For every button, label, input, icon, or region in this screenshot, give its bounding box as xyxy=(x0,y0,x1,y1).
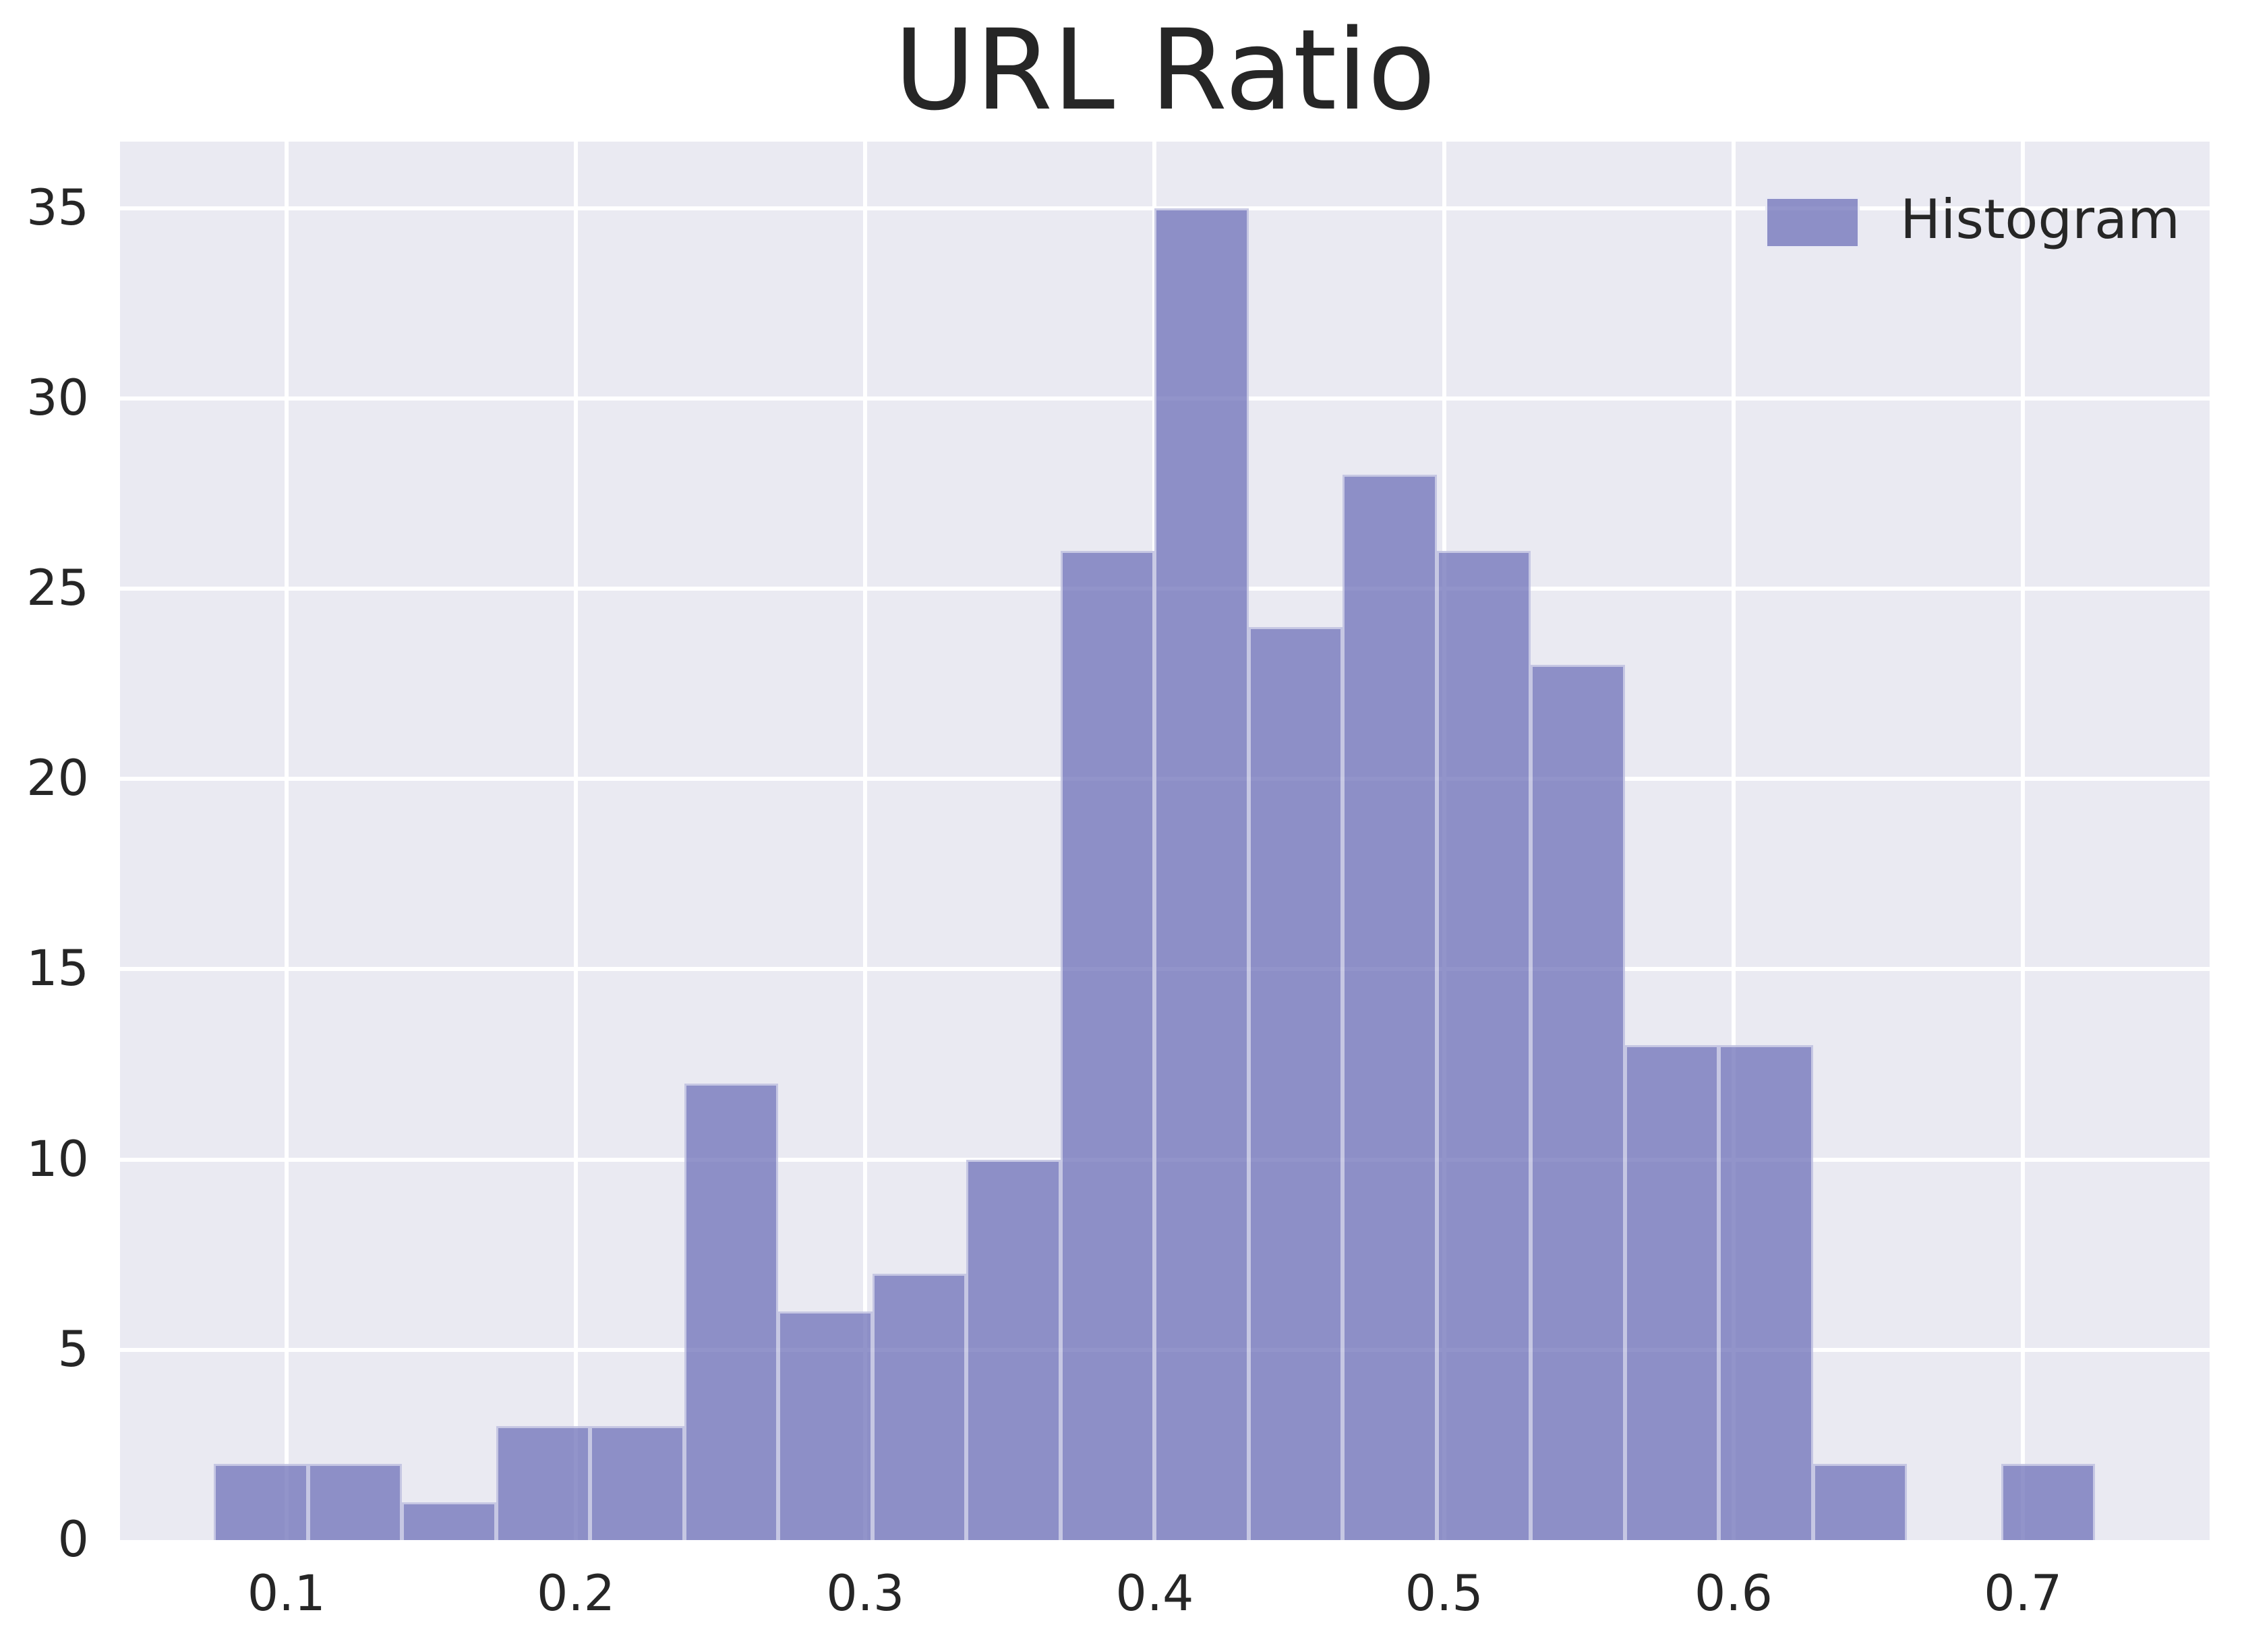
histogram-bar xyxy=(872,1273,967,1540)
histogram-bar xyxy=(778,1311,873,1540)
legend-swatch xyxy=(1765,197,1860,248)
histogram-bar xyxy=(307,1464,403,1540)
histogram-bar xyxy=(590,1425,684,1540)
y-tick-label: 5 xyxy=(57,1320,89,1378)
histogram-bar xyxy=(214,1464,308,1540)
x-gridline xyxy=(284,142,289,1540)
x-tick-label: 0.1 xyxy=(247,1565,326,1622)
histogram-bar xyxy=(684,1083,779,1540)
plot-area: Histogram xyxy=(120,142,2210,1540)
y-tick-label: 35 xyxy=(26,179,89,237)
x-tick-label: 0.7 xyxy=(1984,1565,2063,1622)
histogram-bar xyxy=(496,1425,591,1540)
histogram-bar xyxy=(1719,1045,1813,1540)
y-tick-label: 15 xyxy=(26,940,89,998)
x-tick-label: 0.3 xyxy=(826,1565,905,1622)
histogram-bar xyxy=(2001,1464,2096,1540)
y-tick-label: 25 xyxy=(26,560,89,618)
histogram-bar xyxy=(402,1502,496,1540)
histogram-bar xyxy=(1248,626,1343,1540)
chart-title: URL Ratio xyxy=(893,5,1436,135)
x-gridline xyxy=(2021,142,2026,1540)
histogram-bar xyxy=(1343,474,1437,1540)
y-tick-label: 0 xyxy=(57,1511,89,1568)
x-tick-label: 0.2 xyxy=(536,1565,616,1622)
x-tick-label: 0.5 xyxy=(1405,1565,1483,1622)
histogram-bar xyxy=(1812,1464,1908,1540)
histogram-bar xyxy=(966,1159,1061,1540)
histogram-bar xyxy=(1154,208,1249,1540)
x-gridline xyxy=(1731,142,1736,1540)
histogram-bar xyxy=(1060,550,1155,1540)
x-gridline xyxy=(574,142,579,1540)
legend-label: Histogram xyxy=(1900,188,2180,251)
histogram-bar xyxy=(1531,664,1625,1540)
x-tick-label: 0.4 xyxy=(1115,1565,1194,1622)
x-tick-label: 0.6 xyxy=(1694,1565,1773,1622)
y-tick-label: 20 xyxy=(26,750,89,808)
legend: Histogram xyxy=(1765,193,2180,252)
x-gridline xyxy=(863,142,868,1540)
y-tick-label: 10 xyxy=(26,1130,89,1188)
histogram-bar xyxy=(1624,1045,1719,1540)
histogram-bar xyxy=(1436,550,1531,1540)
y-tick-label: 30 xyxy=(26,369,89,427)
